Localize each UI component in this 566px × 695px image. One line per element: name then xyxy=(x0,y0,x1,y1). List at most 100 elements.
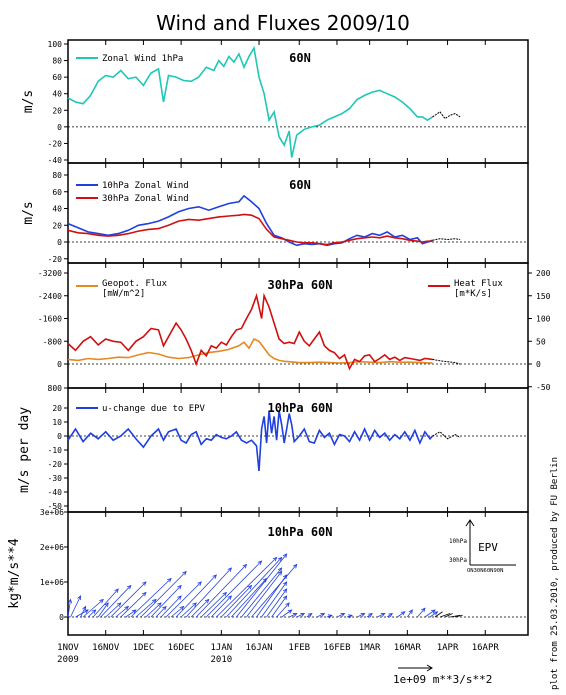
x-tick-label: 1JAN xyxy=(210,643,232,653)
y-tick-label: 40 xyxy=(52,90,62,99)
ep-vector xyxy=(205,560,262,618)
ep-vector xyxy=(397,611,406,618)
y-tick-label: -20 xyxy=(48,255,63,264)
ep-vector-head xyxy=(99,598,104,604)
ep-vector-head xyxy=(282,581,288,587)
y-tick-label: -1600 xyxy=(38,315,62,324)
legend-label: u-change due to EPV xyxy=(102,404,206,414)
ep-vector-head xyxy=(204,598,210,604)
ep-vector-head xyxy=(227,595,233,600)
ep-vector-head xyxy=(348,614,353,619)
epv-legend-level: 30hPa xyxy=(449,557,467,564)
panel-fluxes-30hpa: -3200 -2400 -1600 -800 0 200 150 100 50 0 -50 Geopo… xyxy=(38,262,551,392)
ep-vector xyxy=(231,578,267,618)
panel-label: 60N xyxy=(289,51,311,65)
ep-vector xyxy=(145,602,162,618)
y-tick-label: 20 xyxy=(52,221,62,230)
ep-vector xyxy=(271,595,288,618)
ep-vector-head xyxy=(91,609,97,614)
ep-vector-head xyxy=(162,605,167,611)
ep-vector-head xyxy=(242,563,248,569)
panel-ep-vectors: 3e+06 2e+06 1e+06 0 10hPa 60N kg*m/s**4 10hPa 3… xyxy=(7,508,529,686)
y-tick-label: 1e+06 xyxy=(40,578,64,587)
ep-vector xyxy=(160,595,182,618)
panel-label: 60N xyxy=(289,178,311,192)
ep-vector-head xyxy=(126,584,132,590)
series-line-u-change-epv xyxy=(67,410,434,472)
y-tick-label: -20 xyxy=(48,460,63,469)
y-tick-label: -50 xyxy=(48,502,63,511)
y-tick-label: -40 xyxy=(48,488,63,497)
y-tick-label: -40 xyxy=(48,156,63,165)
ep-vector-forecast xyxy=(434,611,443,618)
y-axis-label: kg*m/s**4 xyxy=(7,538,22,609)
ep-vector-forecast xyxy=(450,614,461,618)
ep-vector-head xyxy=(277,556,283,562)
ep-vector-head xyxy=(277,567,283,572)
epv-legend-x: ON30N60N90N xyxy=(467,568,503,574)
ep-vector xyxy=(256,574,288,618)
ep-vector-head xyxy=(277,570,283,576)
series-line-heat-flux xyxy=(67,292,433,371)
ep-vector xyxy=(316,613,325,618)
y-tick-label: 40 xyxy=(52,205,62,214)
x-tick-label: 1APR xyxy=(437,643,459,653)
scale-label: 1e+09 m**3/s**2 xyxy=(393,673,492,686)
legend-label: [m*K/s] xyxy=(454,289,492,299)
ep-vector-head xyxy=(179,605,185,611)
epv-legend-arrow xyxy=(465,519,475,527)
x-tick-label: 1NOV xyxy=(57,643,79,653)
ep-vector-head xyxy=(262,577,268,583)
ep-vector-head xyxy=(400,611,406,616)
panel-label: 30hPa 60N xyxy=(267,278,332,292)
y-tick-label: -30 xyxy=(48,474,63,483)
ep-vector xyxy=(175,574,217,618)
ep-vector-head xyxy=(197,581,202,586)
ep-vector xyxy=(120,592,147,618)
ep-vector-head xyxy=(408,609,413,615)
ep-vector xyxy=(377,613,385,618)
ep-vector-head xyxy=(116,602,122,607)
ep-vector-forecast xyxy=(455,614,463,618)
ep-vector xyxy=(100,585,132,618)
ep-vector xyxy=(165,581,202,618)
ep-vector-head xyxy=(272,556,278,562)
ep-vector-forecast xyxy=(444,613,453,618)
y-tick-label: -2400 xyxy=(38,292,62,301)
y-tick-label: -20 xyxy=(48,139,63,148)
side-note: plot from 25.03.2010, produced by FU Ber… xyxy=(550,457,560,690)
y-tick-label: 2e+06 xyxy=(40,543,64,552)
ep-vector-head xyxy=(433,611,439,616)
ep-vector-head xyxy=(300,613,306,617)
ep-vector xyxy=(185,567,232,618)
ep-vector-head xyxy=(421,607,426,613)
x-tick-label: 16MAR xyxy=(394,643,422,653)
ep-vector-head xyxy=(282,588,288,594)
ep-vector-head xyxy=(340,613,346,617)
x-year-label: 2010 xyxy=(210,655,232,665)
ep-vector-head xyxy=(182,570,187,576)
legend-label: Heat Flux xyxy=(454,279,503,289)
ep-vector-head xyxy=(177,595,182,600)
x-axis: 1NOV 16NOV 1DEC 16DEC 1JAN 16JAN 1FEB 16FEB 1MAR… xyxy=(57,40,499,665)
series-line-zonal-wind-30hpa xyxy=(67,213,433,246)
ep-vector-head xyxy=(131,609,137,614)
ep-vector xyxy=(195,564,247,618)
ep-vector-head xyxy=(287,609,293,614)
figure-title: Wind and Fluxes 2009/10 xyxy=(156,11,410,35)
ep-vector xyxy=(170,606,184,618)
ep-vector-head xyxy=(142,591,147,597)
ep-vector-head xyxy=(142,581,147,586)
series-line-forecast xyxy=(432,111,461,120)
x-tick-label: 16DEC xyxy=(168,643,195,653)
x-tick-label: 16NOV xyxy=(92,643,120,653)
ep-vector-head xyxy=(192,602,197,607)
y-tick-label-right: 200 xyxy=(536,269,551,278)
ep-vector xyxy=(424,609,436,618)
ep-vector-head xyxy=(388,612,394,618)
y-tick-label: 0 xyxy=(57,123,62,132)
ep-vector xyxy=(336,613,345,618)
ep-vector-head xyxy=(257,560,263,565)
ep-vector-head xyxy=(292,613,298,617)
x-tick-label: 1DEC xyxy=(133,643,155,653)
